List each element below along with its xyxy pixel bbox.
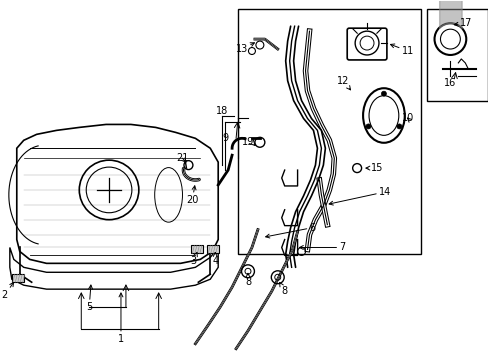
Text: 5: 5 [86,285,93,312]
Bar [12,274,24,282]
FancyBboxPatch shape [347,28,387,60]
Text: 2: 2 [2,282,14,300]
Text: 20: 20 [186,186,198,205]
Text: 8: 8 [280,283,288,296]
Text: 13: 13 [236,43,254,54]
Text: 3: 3 [190,252,197,266]
Bar [192,246,203,253]
Circle shape [397,124,402,129]
Circle shape [366,124,371,129]
Text: 1: 1 [118,293,124,344]
Text: 14: 14 [329,187,391,205]
Text: 11: 11 [391,44,414,56]
Text: 4: 4 [212,252,218,266]
Bar [207,246,219,253]
Text: 10: 10 [402,113,414,123]
Text: 9: 9 [222,133,228,143]
Text: 17: 17 [454,18,473,28]
Text: 12: 12 [337,76,350,90]
Circle shape [381,91,387,96]
Text: 6: 6 [266,222,316,238]
Text: 18: 18 [216,105,228,116]
Bar [427,9,488,100]
Text: 16: 16 [444,78,457,88]
Text: 19: 19 [242,137,254,147]
Text: 8: 8 [245,273,251,287]
Text: 15: 15 [366,163,383,173]
Text: 21: 21 [176,153,189,163]
Bar [238,9,420,255]
Text: 7: 7 [299,243,345,252]
